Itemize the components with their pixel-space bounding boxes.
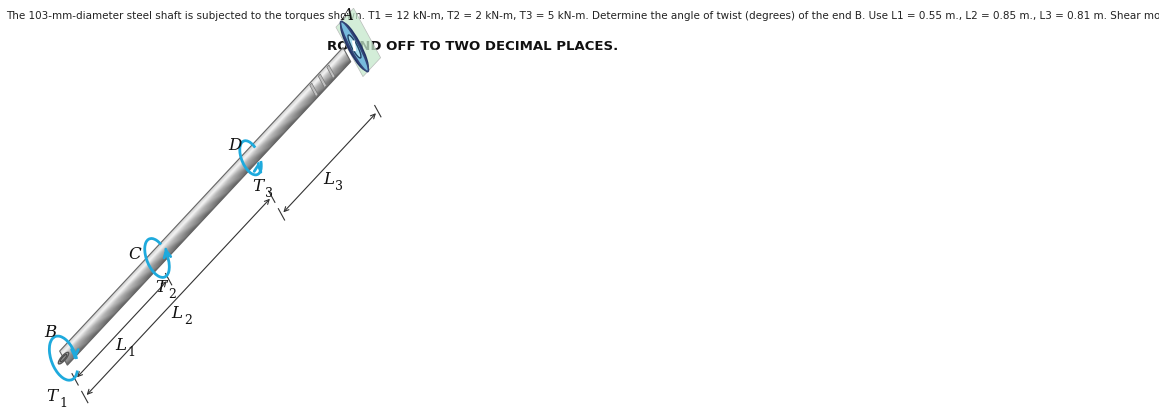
Text: ROUND OFF TO TWO DECIMAL PLACES.: ROUND OFF TO TWO DECIMAL PLACES. bbox=[327, 40, 618, 53]
Text: 1: 1 bbox=[127, 346, 136, 358]
Polygon shape bbox=[59, 48, 343, 352]
Text: 1: 1 bbox=[59, 396, 67, 409]
Polygon shape bbox=[60, 49, 344, 353]
Text: L: L bbox=[323, 171, 334, 188]
Text: T: T bbox=[46, 387, 58, 404]
Text: L: L bbox=[115, 337, 126, 354]
Polygon shape bbox=[60, 50, 344, 354]
Polygon shape bbox=[66, 60, 350, 363]
Ellipse shape bbox=[341, 22, 369, 72]
Polygon shape bbox=[336, 9, 380, 78]
Ellipse shape bbox=[58, 352, 68, 364]
Text: A: A bbox=[342, 7, 353, 24]
Text: 2: 2 bbox=[184, 313, 191, 326]
Text: C: C bbox=[129, 245, 141, 262]
Ellipse shape bbox=[60, 354, 67, 362]
Polygon shape bbox=[61, 51, 345, 355]
Polygon shape bbox=[63, 54, 347, 358]
Text: T: T bbox=[253, 177, 263, 194]
Polygon shape bbox=[61, 52, 345, 356]
Polygon shape bbox=[66, 60, 350, 364]
Polygon shape bbox=[64, 57, 348, 361]
Polygon shape bbox=[67, 62, 351, 366]
Polygon shape bbox=[65, 59, 349, 363]
Ellipse shape bbox=[342, 24, 367, 70]
Polygon shape bbox=[63, 55, 347, 358]
Polygon shape bbox=[64, 56, 348, 360]
Polygon shape bbox=[65, 58, 349, 362]
Text: D: D bbox=[228, 137, 241, 154]
Polygon shape bbox=[327, 66, 335, 79]
Text: B: B bbox=[45, 323, 57, 340]
Text: T: T bbox=[155, 279, 167, 296]
Polygon shape bbox=[65, 57, 349, 361]
Polygon shape bbox=[63, 53, 347, 357]
Polygon shape bbox=[319, 75, 327, 88]
Polygon shape bbox=[64, 55, 348, 359]
Text: L: L bbox=[172, 304, 182, 321]
Text: 3: 3 bbox=[264, 186, 272, 199]
Text: 3: 3 bbox=[335, 179, 343, 192]
Text: The 103-mm-diameter steel shaft is subjected to the torques shown. T1 = 12 kN-m,: The 103-mm-diameter steel shaft is subje… bbox=[6, 11, 1159, 21]
Polygon shape bbox=[309, 84, 318, 97]
Polygon shape bbox=[66, 61, 350, 365]
Polygon shape bbox=[61, 52, 345, 356]
Text: 2: 2 bbox=[168, 288, 176, 301]
Polygon shape bbox=[60, 50, 344, 354]
Ellipse shape bbox=[348, 36, 360, 59]
